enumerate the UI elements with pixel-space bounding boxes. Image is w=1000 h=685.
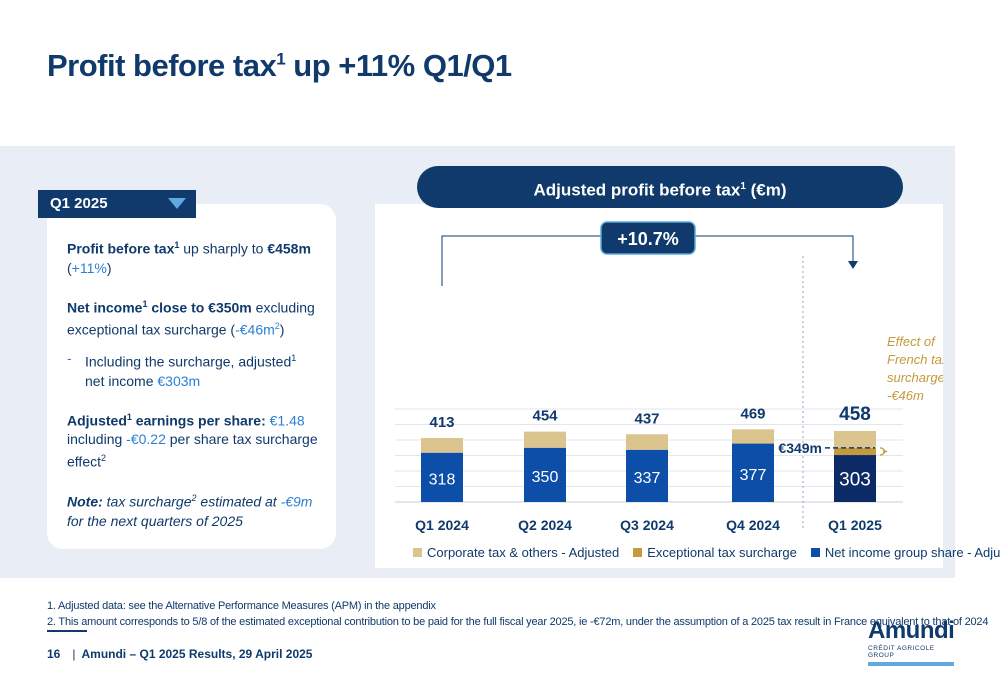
data-label-total: 437 (634, 410, 659, 427)
footnotes: 1. Adjusted data: see the Alternative Pe… (47, 598, 988, 630)
x-tick-label: Q3 2024 (620, 517, 674, 533)
data-label-net: 318 (429, 471, 456, 488)
chart-title: Adjusted profit before tax1 (€m) (417, 166, 903, 208)
page-number: 16 (47, 647, 61, 661)
triangle-down-icon (168, 198, 186, 209)
legend-item-exceptional-surcharge: Exceptional tax surcharge (633, 545, 797, 560)
growth-label: +10.7% (617, 229, 679, 249)
annotation-line: surcharge2: (887, 370, 943, 385)
annotation-line: French tax (887, 352, 943, 367)
legend-swatch (810, 548, 820, 557)
bar-net-income (834, 455, 876, 502)
annotation-line: Effect of (887, 334, 936, 349)
data-label-total: 454 (532, 408, 558, 425)
bar-corporate-tax (524, 431, 566, 448)
marker-label: €349m (778, 440, 822, 456)
legend-swatch (413, 548, 422, 557)
legend-item-corporate-tax: Corporate tax & others - Adjusted (413, 545, 619, 560)
bar-net-income (524, 447, 566, 502)
x-tick-label: Q2 2024 (518, 517, 572, 533)
data-label-net: 337 (634, 470, 661, 487)
surcharge-brace (879, 447, 888, 456)
bar-exceptional-surcharge (834, 447, 876, 456)
bar-net-income (626, 449, 668, 502)
amundi-logo: Amundi CRÉDIT AGRICOLE GROUP (868, 618, 956, 666)
quarter-tab: Q1 2025 (38, 190, 196, 218)
annotation-line: -€46m (887, 388, 924, 403)
growth-badge (600, 221, 696, 255)
net-income-paragraph: Net income1 close to €350m excluding exc… (67, 298, 315, 338)
footer-rule (47, 630, 87, 632)
legend-swatch (633, 548, 643, 557)
data-label-total: 469 (740, 405, 765, 422)
summary-card: Profit before tax1 up sharply to €458m (… (47, 204, 336, 549)
footer-text: Amundi – Q1 2025 Results, 29 April 2025 (81, 647, 313, 661)
bar-net-income (421, 452, 463, 502)
footnote-2: 2. This amount corresponds to 5/8 of the… (47, 616, 989, 628)
x-tick-label: Q1 2024 (415, 517, 469, 533)
data-label-total: 458 (839, 404, 871, 425)
data-label-net: 377 (740, 467, 767, 484)
bar-corporate-tax (421, 437, 463, 453)
eps-paragraph: Adjusted1 earnings per share: €1.48 incl… (67, 411, 318, 470)
surcharge-subpoint: - Including the surcharge, adjusted1 net … (67, 349, 297, 389)
arrow-down-icon (848, 261, 858, 269)
data-label-net: 303 (839, 470, 871, 491)
data-label-net: 350 (532, 469, 559, 486)
x-tick-label: Q1 2025 (828, 517, 882, 533)
bar-corporate-tax (626, 434, 668, 450)
profit-bar-chart: 318 413 Q1 2024 350 454 Q2 2024 337 437 Q3 2024 3… (395, 221, 943, 533)
page-title: Profit before tax1 up +11% Q1/Q1 (47, 48, 512, 83)
data-label-total: 413 (429, 414, 454, 431)
bar-corporate-tax (732, 429, 774, 444)
pbt-paragraph: Profit before tax1 up sharply to €458m (… (67, 240, 311, 276)
x-tick-label: Q4 2024 (726, 517, 780, 533)
bar-corporate-tax (834, 431, 876, 448)
note-paragraph: Note: tax surcharge2 estimated at -€9m f… (67, 492, 313, 529)
legend-item-net-income: Net income group share - Adjusted (810, 545, 1000, 560)
bar-net-income (732, 443, 774, 502)
chart-area (375, 204, 943, 568)
footnote-1: 1. Adjusted data: see the Alternative Pe… (47, 600, 436, 612)
page-footer: 16 | Amundi – Q1 2025 Results, 29 April 20… (47, 647, 313, 661)
chart-legend: Corporate tax & others - Adjusted Except… (413, 545, 1000, 560)
